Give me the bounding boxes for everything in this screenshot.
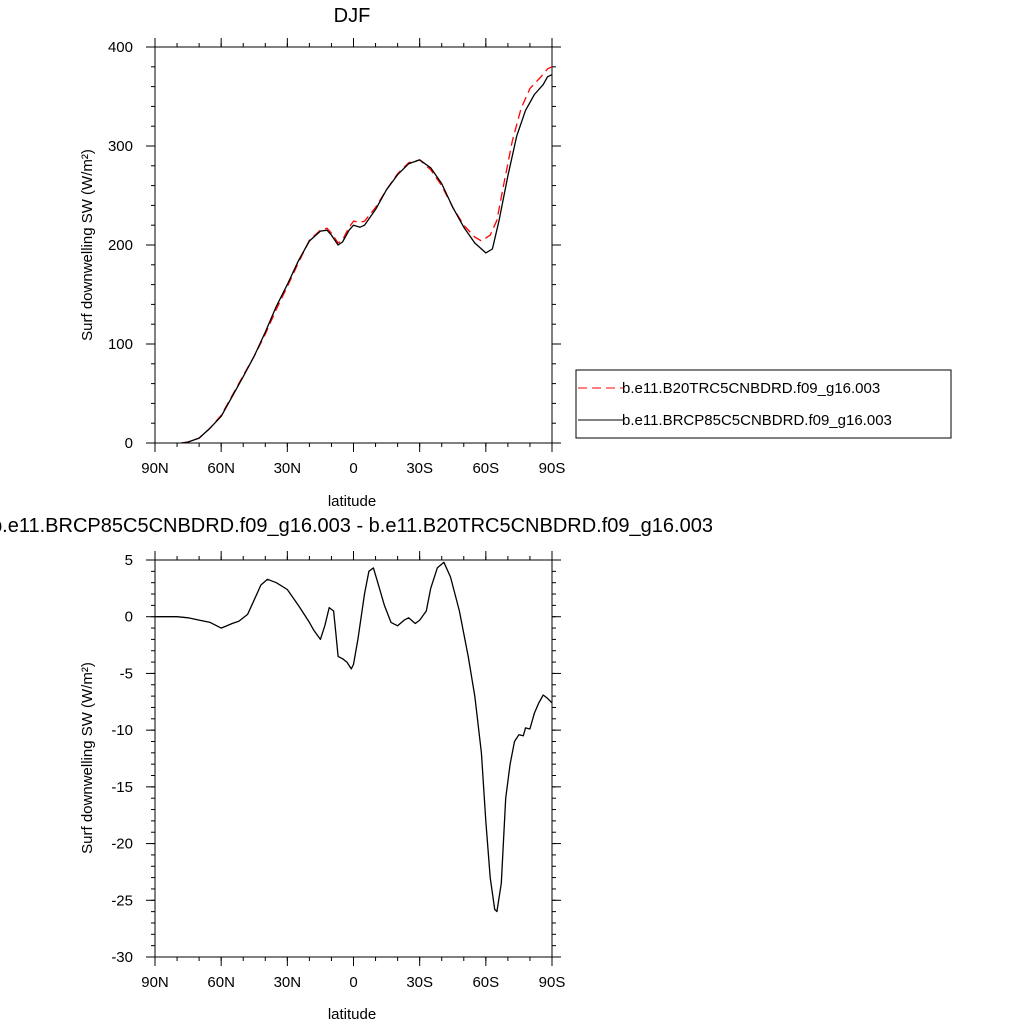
bottom-y-tick-label: -5	[120, 665, 133, 682]
bottom-series-line-0	[155, 561, 553, 913]
top-y-axis-label: Surf downwelling SW (W/m²)	[79, 149, 96, 341]
top-series-group	[181, 66, 553, 444]
top-x-tick-label: 90S	[539, 460, 566, 477]
top-x-tick-label: 30S	[406, 460, 433, 477]
bottom-x-tick-label: 30S	[406, 974, 433, 991]
top-x-axis-label: latitude	[328, 493, 376, 510]
top-y-tick-label: 300	[108, 138, 133, 155]
top-y-tick-label: 400	[108, 39, 133, 56]
top-y-tick-label: 100	[108, 336, 133, 353]
bottom-y-tick-label: 0	[125, 609, 133, 626]
top-panel: DJF 0 100 200 300 400 90N 60N 30N 0 30S 60S 90S la…	[79, 5, 952, 510]
bottom-panel: b.e11.BRCP85C5CNBDRD.f09_g16.003 - b.e11…	[0, 515, 713, 1023]
top-plot-frame	[154, 46, 553, 444]
bottom-y-axis-label: Surf downwelling SW (W/m²)	[79, 662, 96, 854]
bottom-x-tick-label: 60S	[472, 974, 499, 991]
bottom-x-axis: 90N 60N 30N 0 30S 60S 90S	[141, 551, 565, 991]
bottom-y-tick-label: -30	[111, 949, 133, 966]
bottom-x-tick-label: 60N	[207, 974, 235, 991]
top-x-tick-label: 90N	[141, 460, 169, 477]
top-x-tick-label: 60N	[207, 460, 235, 477]
top-x-tick-label: 30N	[274, 460, 302, 477]
top-y-tick-label: 0	[125, 435, 133, 452]
bottom-y-axis: 5 0 -5 -10 -15 -20 -25 -30	[111, 552, 561, 966]
bottom-y-tick-label: -20	[111, 836, 133, 853]
top-series-line-1	[181, 74, 553, 444]
top-x-tick-label: 0	[349, 460, 357, 477]
bottom-x-tick-label: 90N	[141, 974, 169, 991]
legend: b.e11.B20TRC5CNBDRD.f09_g16.003 b.e11.BR…	[575, 369, 952, 439]
top-y-tick-label: 200	[108, 237, 133, 254]
bottom-y-tick-label: -15	[111, 779, 133, 796]
bottom-x-tick-label: 0	[349, 974, 357, 991]
legend-label-0: b.e11.B20TRC5CNBDRD.f09_g16.003	[622, 380, 880, 397]
top-x-tick-label: 60S	[472, 460, 499, 477]
bottom-y-tick-label: -10	[111, 722, 133, 739]
bottom-x-tick-label: 90S	[539, 974, 566, 991]
top-title: DJF	[334, 5, 371, 27]
bottom-title: b.e11.BRCP85C5CNBDRD.f09_g16.003 - b.e11…	[0, 515, 713, 537]
bottom-y-tick-label: 5	[125, 552, 133, 569]
bottom-y-tick-label: -25	[111, 892, 133, 909]
bottom-x-axis-label: latitude	[328, 1006, 376, 1023]
bottom-series-group	[155, 561, 553, 913]
bottom-x-tick-label: 30N	[274, 974, 302, 991]
top-y-axis: 0 100 200 300 400	[108, 39, 561, 452]
legend-frame	[575, 369, 952, 439]
legend-label-1: b.e11.BRCP85C5CNBDRD.f09_g16.003	[622, 412, 892, 429]
top-x-axis: 90N 60N 30N 0 30S 60S 90S	[141, 38, 565, 477]
